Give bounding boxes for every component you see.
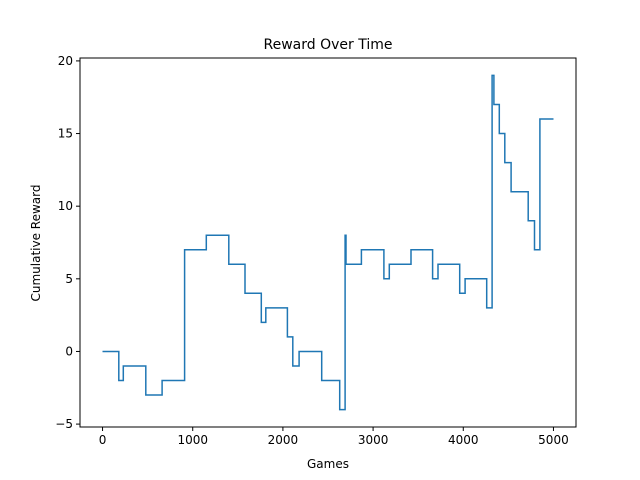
y-tick-label: 15 <box>58 127 73 141</box>
reward-series-line <box>102 74 554 411</box>
x-tick-label: 5000 <box>538 433 569 447</box>
axes-frame <box>79 57 577 428</box>
y-tick-label: 10 <box>58 199 73 213</box>
x-tick-label: 1000 <box>177 433 208 447</box>
x-tick-label: 0 <box>99 433 107 447</box>
x-tick-label: 4000 <box>448 433 479 447</box>
y-tick-label: 20 <box>58 54 73 68</box>
y-tick-label: 5 <box>65 272 73 286</box>
x-tick-label: 3000 <box>358 433 389 447</box>
x-axis: 0 1000 2000 3000 4000 5000 <box>99 427 569 447</box>
x-axis-label: Games <box>307 457 349 471</box>
x-tick-label: 2000 <box>268 433 299 447</box>
chart-title: Reward Over Time <box>264 37 393 53</box>
y-tick-label: −5 <box>55 417 73 431</box>
plot-area <box>102 74 554 411</box>
y-tick-label: 0 <box>65 344 73 358</box>
y-axis-label: Cumulative Reward <box>29 185 43 302</box>
y-axis: −5 0 5 10 15 20 <box>55 54 80 431</box>
